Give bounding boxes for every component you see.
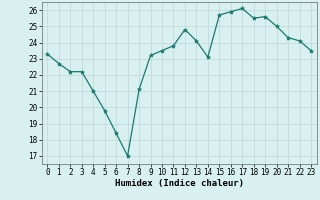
X-axis label: Humidex (Indice chaleur): Humidex (Indice chaleur) — [115, 179, 244, 188]
